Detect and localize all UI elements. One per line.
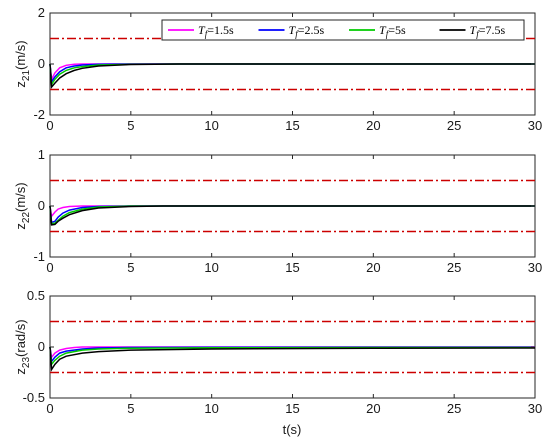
x-tick-label: 10 (204, 118, 218, 133)
x-tick-label: 0 (46, 260, 53, 275)
x-tick-label: 20 (366, 401, 380, 416)
series-line-Tf15 (49, 205, 535, 218)
x-tick-label: 30 (528, 118, 542, 133)
y-tick-label: 0 (38, 198, 45, 213)
y-tick-label: 0 (38, 56, 45, 71)
y-tick-label: -0.5 (23, 390, 45, 405)
x-tick-label: 0 (46, 401, 53, 416)
legend-box (161, 19, 525, 41)
legend-label-Tf15: Tf=1.5s (198, 23, 234, 39)
x-tick-label: 30 (528, 260, 542, 275)
series-line-Tf75 (49, 205, 535, 226)
x-tick-label: 10 (204, 260, 218, 275)
y-tick-label: 0 (38, 339, 45, 354)
series-line-Tf75 (49, 63, 535, 89)
x-tick-label: 15 (285, 260, 299, 275)
y-tick-label: 1 (38, 147, 45, 162)
x-tick-label: 25 (447, 260, 461, 275)
x-tick-label: 5 (127, 260, 134, 275)
y-tick-label: -2 (33, 107, 45, 122)
x-tick-label: 30 (528, 401, 542, 416)
x-tick-label: 25 (447, 401, 461, 416)
x-tick-label: 5 (127, 401, 134, 416)
y-axis-label: z23(rad/s) (13, 319, 32, 374)
x-tick-label: 15 (285, 401, 299, 416)
y-axis-label: z22(m/s) (13, 182, 32, 229)
series-line-Tf5 (49, 346, 535, 367)
y-tick-label: 2 (38, 5, 45, 20)
x-tick-label: 20 (366, 260, 380, 275)
series-line-Tf15 (49, 346, 535, 359)
x-tick-label: 10 (204, 401, 218, 416)
legend-label-Tf75: Tf=7.5s (470, 23, 506, 39)
x-axis-label: t(s) (283, 422, 302, 437)
x-tick-label: 5 (127, 118, 134, 133)
x-tick-label: 0 (46, 118, 53, 133)
y-axis-label: z21(m/s) (13, 40, 32, 87)
y-tick-label: 0.5 (27, 288, 45, 303)
x-tick-label: 25 (447, 118, 461, 133)
series-line-Tf75 (49, 346, 536, 372)
legend-label-Tf25: Tf=2.5s (289, 23, 325, 39)
y-tick-label: -1 (33, 249, 45, 264)
legend: Tf=1.5s Tf=2.5s Tf=5s Tf=7.5s (161, 19, 525, 41)
x-tick-label: 20 (366, 118, 380, 133)
x-tick-label: 15 (285, 118, 299, 133)
legend-label-Tf5: Tf=5s (379, 23, 406, 39)
